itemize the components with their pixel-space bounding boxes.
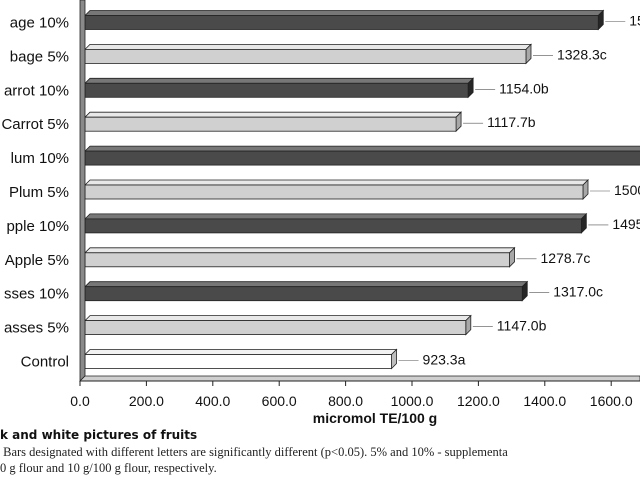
bar — [84, 145, 640, 166]
bar — [84, 9, 605, 31]
bar — [84, 246, 516, 268]
caption-title: k and white pictures of fruits — [0, 428, 202, 442]
data-label: 1278.7c — [541, 250, 591, 266]
x-tick-label: 800.0 — [328, 393, 363, 409]
bar — [84, 348, 398, 370]
bar — [84, 212, 588, 234]
bar — [84, 43, 532, 65]
caption-text: Bars designated with different letters a… — [0, 445, 508, 475]
labels-layer: 0.0 200.0 400.0 600.0 800.0 1000.0 1200.0 1400.… — [1, 13, 640, 410]
category-label: bage 5% — [10, 48, 69, 65]
data-label: 1117.7b — [487, 114, 536, 130]
x-tick-label: 600.0 — [262, 393, 297, 409]
x-tick-label: 1400.0 — [523, 393, 566, 409]
data-label: 923.3a — [423, 352, 466, 368]
category-label: Control — [21, 354, 69, 371]
bar — [84, 77, 475, 99]
x-tick-label: 1000.0 — [391, 393, 434, 409]
axis-floor — [79, 375, 640, 382]
x-tick-label: 1600.0 — [590, 393, 633, 409]
category-label: Carrot 5% — [1, 116, 69, 133]
category-label: arrot 10% — [4, 82, 69, 99]
category-label: age 10% — [10, 15, 69, 32]
x-tick-label: 0.0 — [70, 393, 90, 409]
category-label: lum 10% — [11, 150, 69, 167]
bar — [84, 179, 589, 200]
category-label: Plum 5% — [9, 184, 69, 201]
data-label: 1495. — [612, 216, 640, 232]
category-label: pple 10% — [6, 218, 69, 235]
data-label: 1154.0b — [499, 80, 549, 96]
data-label: 1147.0b — [497, 318, 547, 334]
bar — [84, 314, 472, 336]
x-tick-label: 400.0 — [195, 393, 230, 409]
data-label: 1500.0 — [614, 182, 640, 198]
bars-layer — [84, 9, 640, 370]
data-label: 1546 — [629, 13, 640, 29]
bar — [84, 280, 529, 302]
x-axis — [79, 0, 640, 386]
category-label: sses 10% — [4, 286, 69, 303]
category-label: asses 5% — [4, 320, 69, 337]
left-wall — [79, 0, 86, 382]
bar — [84, 111, 463, 133]
category-label: Apple 5% — [5, 252, 69, 269]
data-label: 1317.0c — [553, 284, 603, 300]
data-label: 1328.3c — [557, 46, 607, 62]
x-tick-label: 1200.0 — [457, 393, 500, 409]
x-axis-title: micromol TE/100 g — [313, 410, 437, 426]
x-tick-label: 200.0 — [129, 393, 164, 409]
